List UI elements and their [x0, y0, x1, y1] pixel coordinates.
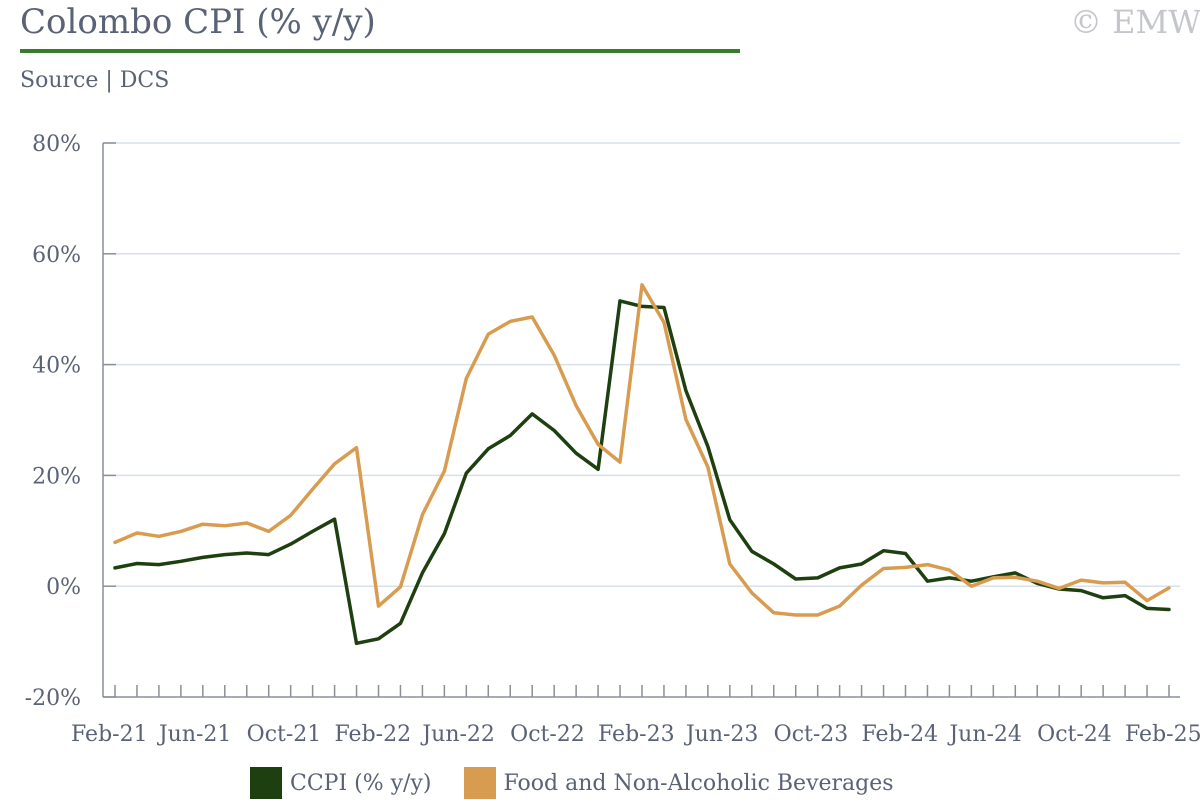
x-tick-label: Feb-24	[862, 722, 939, 747]
y-tick-label: 60%	[32, 243, 81, 268]
x-tick-label: Oct-21	[247, 722, 322, 747]
y-tick-label: 40%	[32, 354, 81, 379]
x-tick-label: Oct-22	[510, 722, 585, 747]
x-tick-label: Jun-23	[684, 722, 759, 747]
x-tick-label: Jun-24	[947, 722, 1022, 747]
chart-title: Colombo CPI (% y/y)	[20, 2, 376, 42]
x-tick-label: Feb-25	[1125, 722, 1200, 747]
x-tick-label: Oct-23	[774, 722, 849, 747]
x-tick-label: Feb-22	[335, 722, 412, 747]
line-chart: -20% 0% 20% 40% 60% 80% Feb-21 Jun-21 Oct-21 Feb-…	[25, 132, 1200, 747]
y-tick-label: -20%	[25, 686, 81, 711]
x-tick-label: Jun-21	[157, 722, 232, 747]
source-label: Source | DCS	[20, 68, 170, 93]
legend-label-food: Food and Non-Alcoholic Beverages	[503, 770, 894, 796]
x-tick-label: Feb-23	[598, 722, 675, 747]
series-line-food	[113, 283, 1171, 617]
x-tick-label: Feb-21	[71, 722, 148, 747]
chart-legend: CCPI (% y/y) Food and Non-Alcoholic Beve…	[250, 766, 926, 800]
legend-swatch-food	[463, 767, 496, 799]
y-tick-label: 0%	[46, 575, 81, 600]
legend-item-food: Food and Non-Alcoholic Beverages	[463, 767, 894, 799]
y-tick-label: 20%	[32, 464, 81, 489]
legend-label-ccpi: CCPI (% y/y)	[290, 770, 432, 796]
legend-swatch-ccpi	[250, 767, 282, 799]
legend-item-ccpi: CCPI (% y/y)	[250, 767, 432, 799]
title-underline	[20, 49, 740, 53]
x-tick-label: Oct-24	[1037, 722, 1112, 747]
x-tick-label: Jun-22	[420, 722, 495, 747]
copyright-watermark: © EMW	[1070, 3, 1200, 41]
y-tick-label: 80%	[32, 132, 81, 157]
series-line-ccpi	[113, 299, 1171, 646]
